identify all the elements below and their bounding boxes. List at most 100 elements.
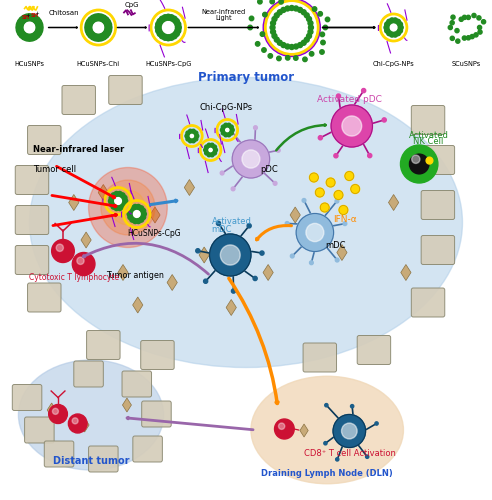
Circle shape bbox=[111, 204, 116, 209]
Circle shape bbox=[472, 14, 476, 18]
Circle shape bbox=[86, 29, 93, 36]
Circle shape bbox=[207, 143, 211, 147]
Circle shape bbox=[309, 173, 318, 182]
Ellipse shape bbox=[251, 376, 403, 484]
Circle shape bbox=[263, 12, 267, 17]
Circle shape bbox=[100, 33, 107, 40]
Circle shape bbox=[285, 6, 290, 11]
Circle shape bbox=[191, 129, 195, 133]
Circle shape bbox=[342, 116, 362, 136]
Circle shape bbox=[393, 18, 398, 23]
Circle shape bbox=[308, 30, 313, 35]
Circle shape bbox=[289, 44, 294, 50]
Circle shape bbox=[68, 414, 87, 433]
Circle shape bbox=[426, 157, 433, 164]
Circle shape bbox=[398, 28, 402, 33]
Circle shape bbox=[26, 14, 33, 21]
Circle shape bbox=[139, 217, 144, 222]
Circle shape bbox=[95, 14, 102, 21]
Circle shape bbox=[271, 20, 276, 25]
Circle shape bbox=[16, 22, 23, 29]
Circle shape bbox=[309, 52, 314, 56]
Text: NK Cell: NK Cell bbox=[413, 138, 444, 146]
FancyBboxPatch shape bbox=[74, 361, 103, 387]
Circle shape bbox=[477, 16, 481, 20]
Circle shape bbox=[205, 145, 209, 149]
Circle shape bbox=[253, 126, 257, 130]
Text: SH: SH bbox=[22, 15, 30, 20]
Circle shape bbox=[350, 404, 354, 408]
Circle shape bbox=[278, 423, 285, 430]
Circle shape bbox=[390, 18, 395, 23]
Circle shape bbox=[123, 198, 128, 203]
Text: Chitosan: Chitosan bbox=[48, 10, 79, 16]
Text: Near-infrared: Near-infrared bbox=[202, 9, 246, 15]
Circle shape bbox=[326, 178, 335, 187]
Circle shape bbox=[341, 423, 357, 439]
Circle shape bbox=[194, 131, 198, 135]
Circle shape bbox=[136, 204, 141, 210]
Circle shape bbox=[450, 36, 455, 40]
Circle shape bbox=[389, 23, 398, 32]
Circle shape bbox=[249, 16, 254, 20]
Circle shape bbox=[102, 17, 109, 24]
Circle shape bbox=[189, 133, 195, 139]
Circle shape bbox=[204, 148, 208, 152]
FancyBboxPatch shape bbox=[15, 206, 49, 234]
Text: HCuSNPs: HCuSNPs bbox=[15, 61, 44, 67]
Text: Light: Light bbox=[215, 15, 232, 21]
Circle shape bbox=[227, 123, 231, 127]
Circle shape bbox=[385, 22, 390, 27]
Circle shape bbox=[384, 25, 389, 30]
Circle shape bbox=[174, 30, 180, 36]
Circle shape bbox=[220, 128, 224, 132]
Circle shape bbox=[224, 123, 228, 127]
Circle shape bbox=[275, 13, 279, 18]
Circle shape bbox=[196, 248, 200, 253]
Circle shape bbox=[139, 206, 144, 211]
Circle shape bbox=[478, 30, 482, 34]
Circle shape bbox=[159, 16, 165, 22]
Polygon shape bbox=[150, 207, 160, 223]
Circle shape bbox=[72, 418, 78, 424]
Circle shape bbox=[375, 422, 378, 425]
Circle shape bbox=[35, 19, 42, 26]
Circle shape bbox=[399, 25, 403, 30]
Circle shape bbox=[362, 88, 366, 92]
Circle shape bbox=[307, 34, 311, 38]
Text: mDC: mDC bbox=[326, 240, 346, 250]
Circle shape bbox=[462, 36, 466, 40]
Circle shape bbox=[19, 31, 26, 38]
Circle shape bbox=[229, 128, 233, 132]
Circle shape bbox=[102, 31, 109, 38]
Circle shape bbox=[396, 30, 400, 36]
Circle shape bbox=[323, 25, 328, 30]
Circle shape bbox=[157, 18, 163, 24]
Circle shape bbox=[262, 48, 266, 52]
Circle shape bbox=[213, 145, 216, 149]
Circle shape bbox=[220, 245, 240, 265]
Circle shape bbox=[337, 94, 340, 98]
Circle shape bbox=[133, 218, 138, 224]
Circle shape bbox=[210, 234, 251, 276]
Circle shape bbox=[155, 24, 161, 30]
Circle shape bbox=[97, 34, 104, 41]
Text: Tumor cell: Tumor cell bbox=[33, 166, 77, 174]
Circle shape bbox=[220, 171, 224, 175]
Circle shape bbox=[382, 118, 386, 122]
Circle shape bbox=[294, 56, 298, 60]
Circle shape bbox=[24, 14, 31, 21]
Circle shape bbox=[142, 212, 147, 216]
Circle shape bbox=[117, 206, 122, 210]
Circle shape bbox=[162, 15, 168, 21]
Circle shape bbox=[111, 190, 145, 225]
FancyBboxPatch shape bbox=[122, 371, 152, 397]
Circle shape bbox=[108, 198, 113, 203]
Circle shape bbox=[17, 29, 24, 36]
Circle shape bbox=[298, 8, 303, 12]
Circle shape bbox=[186, 137, 190, 141]
Text: +: + bbox=[34, 11, 39, 16]
Circle shape bbox=[86, 19, 93, 26]
FancyBboxPatch shape bbox=[421, 146, 455, 174]
Circle shape bbox=[188, 129, 192, 133]
